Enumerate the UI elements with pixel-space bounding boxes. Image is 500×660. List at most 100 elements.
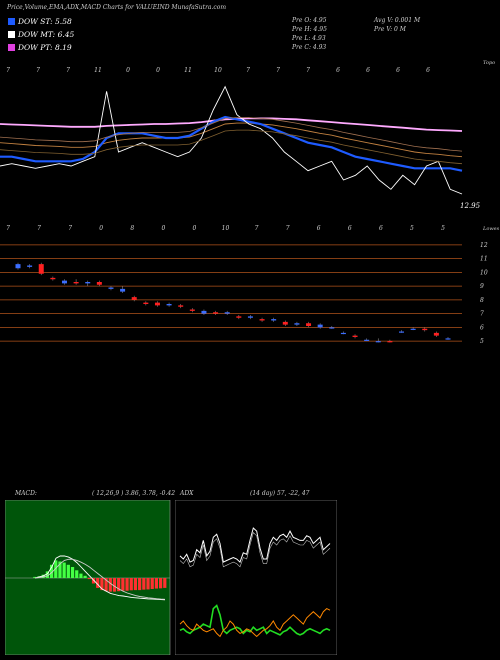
ema-top-tick: 11: [94, 67, 102, 74]
ema-bottom-tick: 8: [130, 225, 134, 232]
ema-bottom-tick: 7: [37, 225, 41, 232]
macd-histogram-bar: [138, 578, 142, 591]
ema-top-tick: 7: [306, 67, 310, 74]
candle-body: [306, 323, 312, 326]
candle-body: [375, 341, 381, 343]
ema-top-tick: 6: [336, 67, 340, 74]
candle-body: [27, 265, 33, 267]
chart-title: Price,Volume,EMA,ADX,MACD Charts for VAL…: [7, 4, 227, 11]
ema-bottom-tick: 6: [379, 225, 383, 232]
macd-histogram-bar: [112, 578, 117, 592]
ema-band-upper: [0, 117, 463, 152]
ema-series-ema-fast: [0, 115, 463, 172]
candle-body: [166, 304, 172, 306]
candle-y-tick: 8: [480, 297, 484, 304]
candle-body: [85, 282, 91, 284]
legend-dow-pt-label: DOW PT: 8.19: [18, 43, 72, 52]
ema-top-tick: 6: [426, 67, 430, 74]
legend-dow-mt: DOW MT: 6.45: [8, 30, 74, 39]
ema-top-tick: 6: [396, 67, 400, 74]
ema-band-lower: [0, 129, 463, 165]
candle-y-tick: 9: [480, 283, 484, 290]
macd-histogram-bar: [100, 578, 104, 591]
candle-body: [143, 302, 149, 304]
adx-chart: [175, 500, 337, 655]
candle-body: [399, 331, 405, 333]
ema-bottom-tick: 0: [161, 225, 165, 232]
legend-swatch-blue: [8, 18, 15, 25]
macd-border: [5, 500, 171, 655]
ema-top-tick: 11: [184, 67, 192, 74]
pre-close: Pre C: 4.93: [292, 44, 327, 51]
candle-y-tick: 12: [480, 242, 488, 249]
pre-open: Pre O: 4.95: [292, 17, 327, 24]
ema-bottom-tick: 0: [193, 225, 197, 232]
macd-histogram-bar: [66, 564, 70, 578]
candle-body: [433, 332, 439, 336]
ema-top-tick: 0: [156, 67, 160, 74]
macd-signal-line: [34, 558, 166, 600]
macd-histogram-bar: [142, 578, 146, 590]
adx-series-minus-di: [179, 608, 331, 638]
macd-histogram-bar: [129, 578, 133, 591]
candle-y-tick: 10: [480, 269, 488, 276]
ema-bottom-tick: 7: [255, 225, 259, 232]
candle-body: [96, 282, 102, 285]
macd-line: [34, 555, 166, 601]
candle-body: [259, 319, 265, 321]
macd-params: ( 12,26,9 ) 3.86, 3.78, -0.42: [92, 490, 176, 497]
ema-bottom-tick: 7: [68, 225, 72, 232]
candle-body: [340, 332, 346, 335]
macd-histogram-bar: [146, 578, 150, 590]
candle-body: [15, 264, 21, 269]
ema-top-tick: 10: [214, 67, 222, 74]
candle-body: [317, 324, 323, 328]
macd-histogram-bar: [41, 574, 45, 578]
candle-body: [61, 280, 67, 284]
macd-histogram-bar: [49, 564, 54, 578]
ema-top-tick: 6: [366, 67, 370, 74]
legend-dow-st-label: DOW ST: 5.58: [18, 17, 72, 26]
macd-histogram-bar: [91, 578, 96, 584]
ema-bottom-tick: 6: [317, 225, 321, 232]
candle-body: [224, 312, 230, 314]
candle-y-tick: 11: [480, 256, 488, 263]
candle-body: [422, 328, 428, 331]
candle-body: [189, 309, 195, 311]
candle-body: [247, 316, 253, 318]
ema-bottom-tick: 7: [6, 225, 10, 232]
ema-top-tick: 0: [126, 67, 130, 74]
macd-histogram-bar: [83, 575, 87, 578]
candle-body: [271, 319, 277, 321]
adx-series-plus-di: [179, 604, 331, 636]
adx-series-shadow: [179, 532, 331, 568]
adx-label: ADX: [180, 490, 194, 497]
candle-body: [329, 327, 335, 329]
candle-y-tick: 7: [480, 311, 484, 318]
pre-high: Pre H: 4.95: [292, 26, 327, 33]
ema-bottom-tick: 5: [441, 225, 445, 232]
macd-histogram-bar: [33, 576, 37, 578]
macd-histogram-bar: [45, 571, 49, 578]
ema-bottom-tick: 5: [410, 225, 414, 232]
legend-swatch-magenta: [8, 44, 15, 51]
ema-bottom-tick: 7: [286, 225, 290, 232]
macd-histogram-bar: [159, 578, 163, 589]
adx-series-adx-main: [179, 527, 331, 563]
candle-body: [178, 305, 184, 307]
candle-body: [236, 316, 242, 318]
avg-volume: Avg V: 0.001 M: [374, 17, 421, 24]
macd-label: MACD:: [15, 490, 37, 497]
macd-histogram-bar: [87, 578, 91, 580]
candle-body: [131, 297, 137, 300]
macd-histogram-bar: [75, 570, 79, 578]
price-chart: Topo 7 7 7 11 0 0 11 10 7 7 7 6 6 6 6 12.95 7 7 7 0 8 0 0 10 7 7 6 6…: [0, 60, 500, 345]
ema-top-tick: 7: [276, 67, 280, 74]
ema-top-tick: 7: [246, 67, 250, 74]
macd-histogram-bar: [62, 562, 66, 578]
ema-top-tick: 7: [66, 67, 70, 74]
ema-series-ema-slow: [0, 117, 463, 132]
macd-histogram-bar: [133, 578, 138, 591]
ema-bottom-tick: 6: [348, 225, 352, 232]
candle-y-tick: 5: [480, 338, 484, 345]
